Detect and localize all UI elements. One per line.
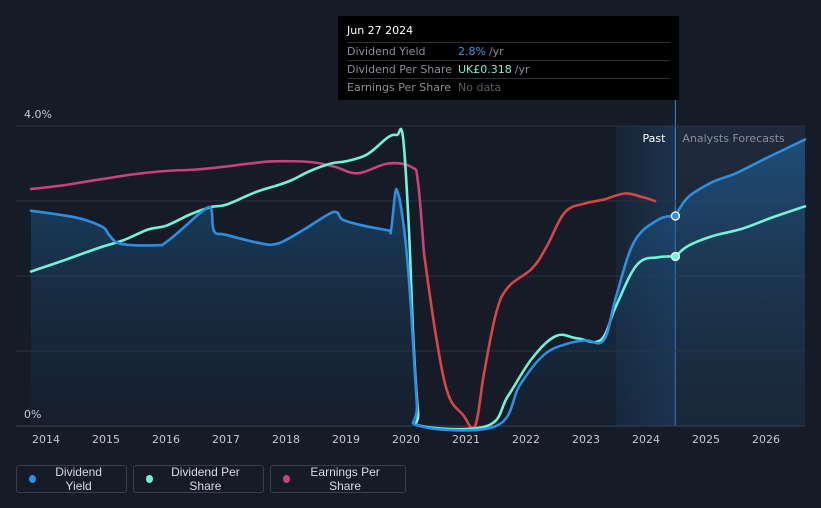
x-tick-label: 2014 (32, 433, 60, 446)
tooltip-unit: /yr (488, 45, 504, 58)
legend-dot-icon (146, 475, 153, 483)
tooltip-value: No data (458, 81, 502, 94)
legend-label: Earnings Per Share (310, 465, 380, 493)
tooltip-value: UK£0.318 (458, 63, 512, 76)
tooltip-row-dividend-yield: Dividend Yield 2.8% /yr (347, 42, 670, 60)
dividend-per-share-line (29, 127, 677, 431)
past-label: Past (642, 132, 666, 145)
x-tick-label: 2016 (152, 433, 180, 446)
x-tick-label: 2020 (392, 433, 420, 446)
x-tick-label: 2017 (212, 433, 240, 446)
x-tick-label: 2015 (92, 433, 120, 446)
legend-label: Dividend Yield (55, 465, 102, 493)
x-tick-label: 2023 (572, 433, 600, 446)
dividend-per-share-forecast-line (674, 205, 807, 258)
x-tick-label: 2018 (272, 433, 300, 446)
legend-dot-icon (283, 475, 291, 483)
dividend-yield-area (31, 139, 805, 431)
x-tick-label: 2021 (452, 433, 480, 446)
tooltip-date: Jun 27 2024 (347, 24, 414, 37)
earnings-per-share-recovery-line (422, 192, 657, 430)
y-tick-label: 0% (24, 408, 41, 421)
legend-toggle-dividend-yield[interactable]: Dividend Yield (16, 465, 127, 493)
tooltip-unit: /yr (514, 63, 530, 76)
legend-toggle-dividend-per-share[interactable]: Dividend Per Share (133, 465, 264, 493)
legend-label: Dividend Per Share (171, 465, 240, 493)
x-tick-label: 2022 (512, 433, 540, 446)
series-marker (670, 251, 681, 262)
x-tick-label: 2024 (632, 433, 660, 446)
hover-tooltip: Jun 27 2024 Dividend Yield 2.8% /yr Divi… (338, 16, 679, 100)
tooltip-label: Earnings Per Share (347, 81, 452, 94)
dividend-yield-line (29, 187, 677, 432)
legend-toggle-earnings-per-share[interactable]: Earnings Per Share (270, 465, 406, 493)
legend-dot-icon (29, 475, 37, 483)
dividend-yield-forecast-line (674, 138, 807, 218)
x-tick-label: 2026 (752, 433, 780, 446)
tooltip-label: Dividend Yield (347, 45, 426, 58)
tooltip-value: 2.8% (458, 45, 486, 58)
earnings-per-share-line (29, 159, 426, 255)
x-tick-label: 2019 (332, 433, 360, 446)
forecast-label: Analysts Forecasts (682, 132, 785, 145)
series-marker (670, 211, 681, 221)
y-tick-label: 4.0% (24, 108, 52, 121)
tooltip-row-earnings-per-share: Earnings Per Share No data (347, 78, 670, 96)
chart-legend: Dividend Yield Dividend Per Share Earnin… (16, 465, 406, 493)
tooltip-label: Dividend Per Share (347, 63, 453, 76)
tooltip-row-dividend-per-share: Dividend Per Share UK£0.318 /yr (347, 60, 670, 78)
x-tick-label: 2025 (692, 433, 720, 446)
